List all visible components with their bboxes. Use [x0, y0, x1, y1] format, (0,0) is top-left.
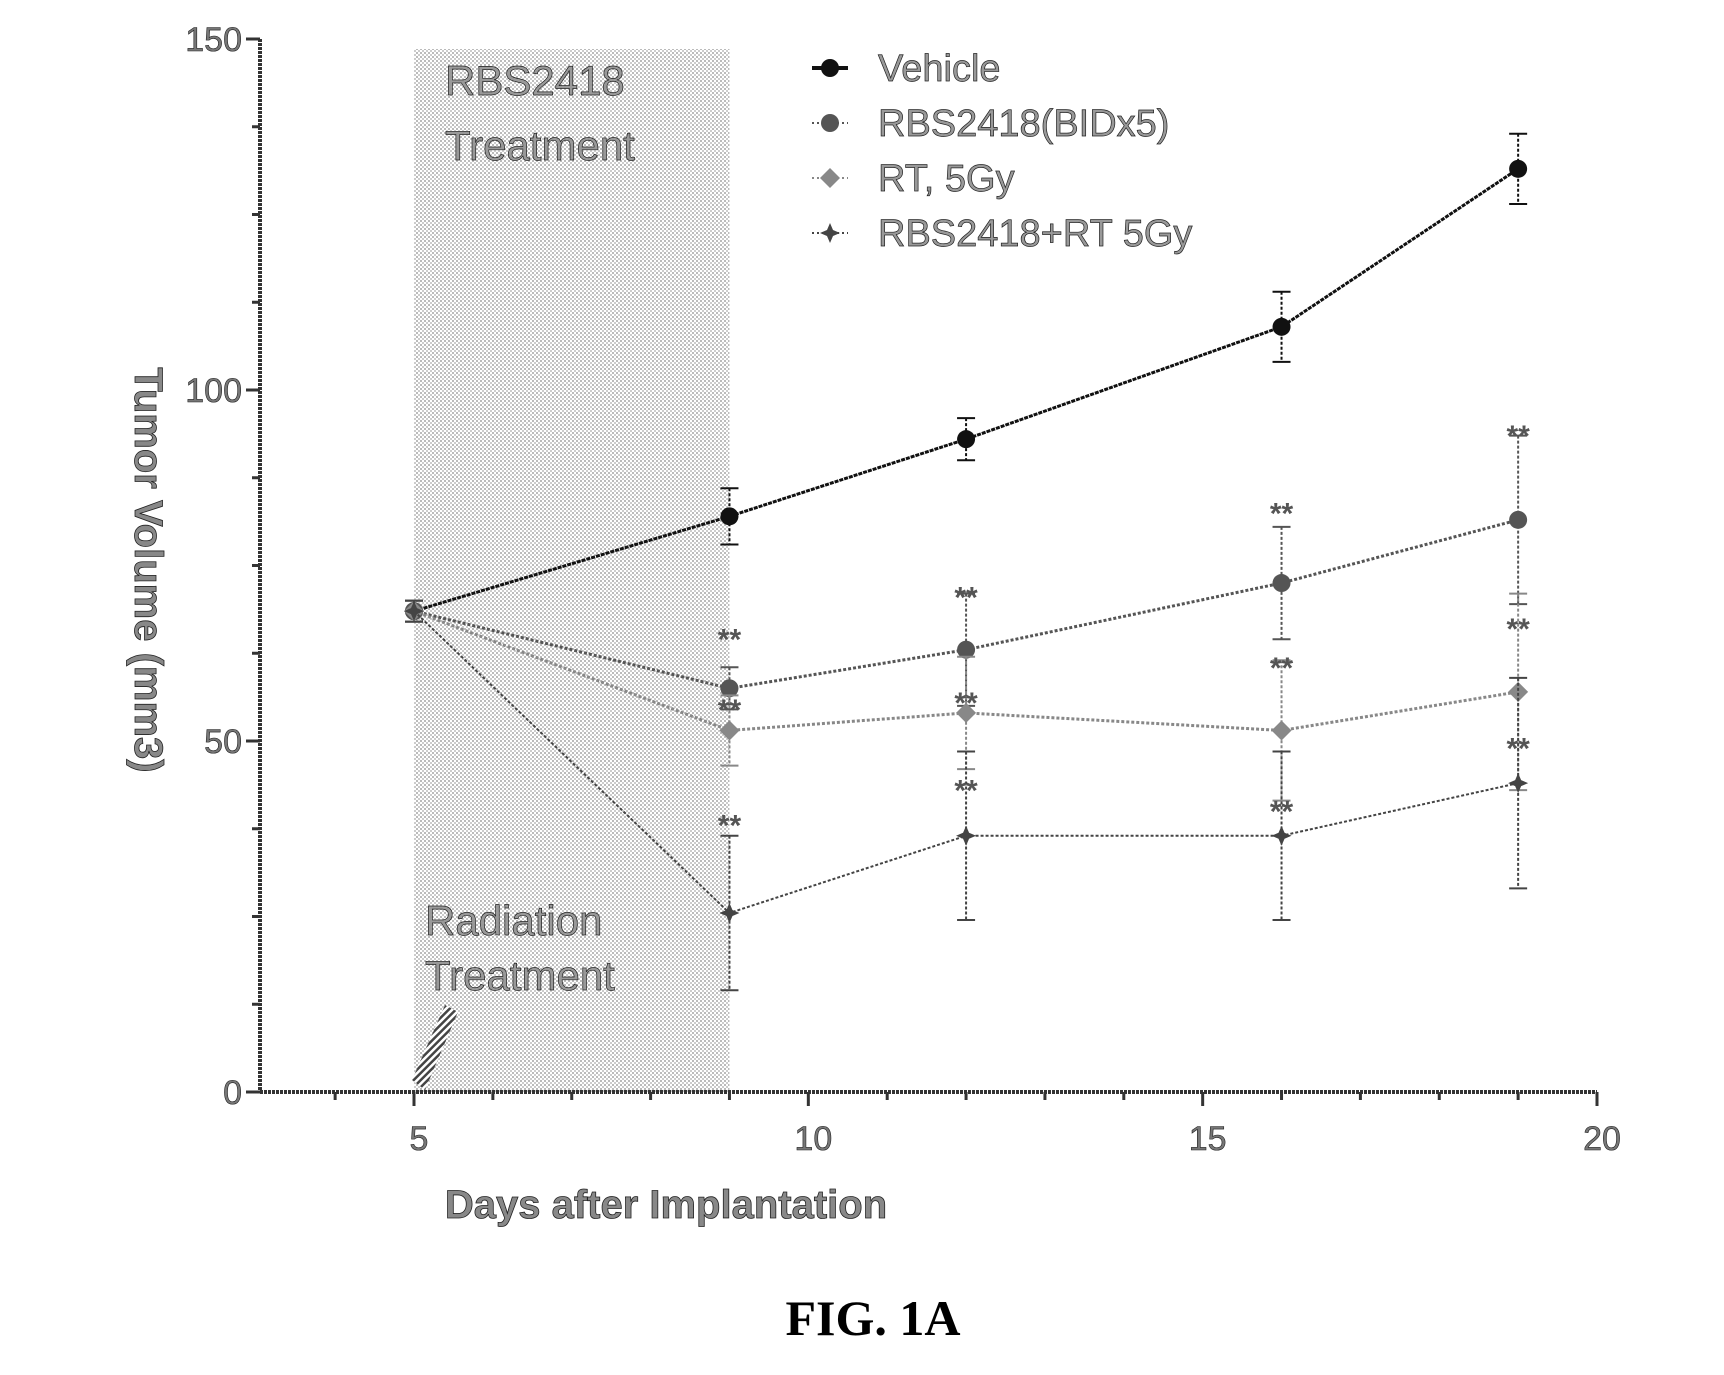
significance-mark: **: [1506, 733, 1530, 766]
treatment-annotation-line2: Treatment: [445, 122, 635, 169]
legend: Vehicle RBS2418(BIDx5) RT, 5Gy RBS2418+RT 5…: [812, 48, 1192, 255]
y-tick-label: 50: [204, 723, 242, 761]
significance-mark: **: [954, 775, 978, 808]
significance-mark: **: [718, 694, 742, 727]
radiation-annotation-line1: Radiation: [425, 897, 602, 944]
data-point: [821, 59, 839, 77]
significance-mark: **: [1270, 497, 1294, 530]
significance-mark: **: [1270, 652, 1294, 685]
treatment-annotation-line1: RBS2418: [445, 57, 625, 104]
legend-entry: RT, 5Gy: [878, 158, 1015, 200]
significance-mark: **: [954, 687, 978, 720]
significance-mark: **: [954, 582, 978, 615]
significance-mark: **: [718, 810, 742, 843]
data-point: [820, 168, 840, 188]
data-point: [820, 223, 840, 243]
data-point: [720, 507, 738, 525]
y-tick-label: 100: [185, 372, 242, 410]
significance-mark: **: [718, 624, 742, 657]
radiation-annotation-line2: Treatment: [425, 952, 615, 999]
y-tick-label: 150: [185, 21, 242, 59]
data-point: [1272, 720, 1292, 740]
significance-mark: **: [1270, 796, 1294, 829]
data-point: [1509, 511, 1527, 529]
data-point: [1509, 160, 1527, 178]
data-point: [1272, 826, 1292, 846]
data-point: [957, 430, 975, 448]
data-point: [821, 114, 839, 132]
data-point: [1273, 318, 1291, 336]
significance-mark: **: [1506, 613, 1530, 646]
x-tick-label: 20: [1583, 1120, 1621, 1158]
legend-entry: RBS2418(BIDx5): [878, 103, 1169, 145]
figure-label: FIG. 1A: [786, 1290, 961, 1346]
tumor-volume-chart: 0 50 100 150 5 10 15 20 ** ** ** ** ** ** ** ** ** ** ** *…: [0, 0, 1724, 1375]
x-axis-label: Days after Implantation: [445, 1183, 887, 1227]
legend-entry: Vehicle: [878, 48, 1001, 90]
x-tick-label: 10: [794, 1120, 832, 1158]
y-axis-label: Tumor Volume (mm3): [126, 367, 170, 772]
legend-entry: RBS2418+RT 5Gy: [878, 213, 1192, 255]
data-point: [1273, 574, 1291, 592]
x-tick-label: 5: [410, 1120, 429, 1158]
significance-mark: **: [1506, 420, 1530, 453]
data-point: [956, 826, 976, 846]
y-tick-label: 0: [223, 1074, 242, 1112]
x-tick-label: 15: [1189, 1120, 1227, 1158]
